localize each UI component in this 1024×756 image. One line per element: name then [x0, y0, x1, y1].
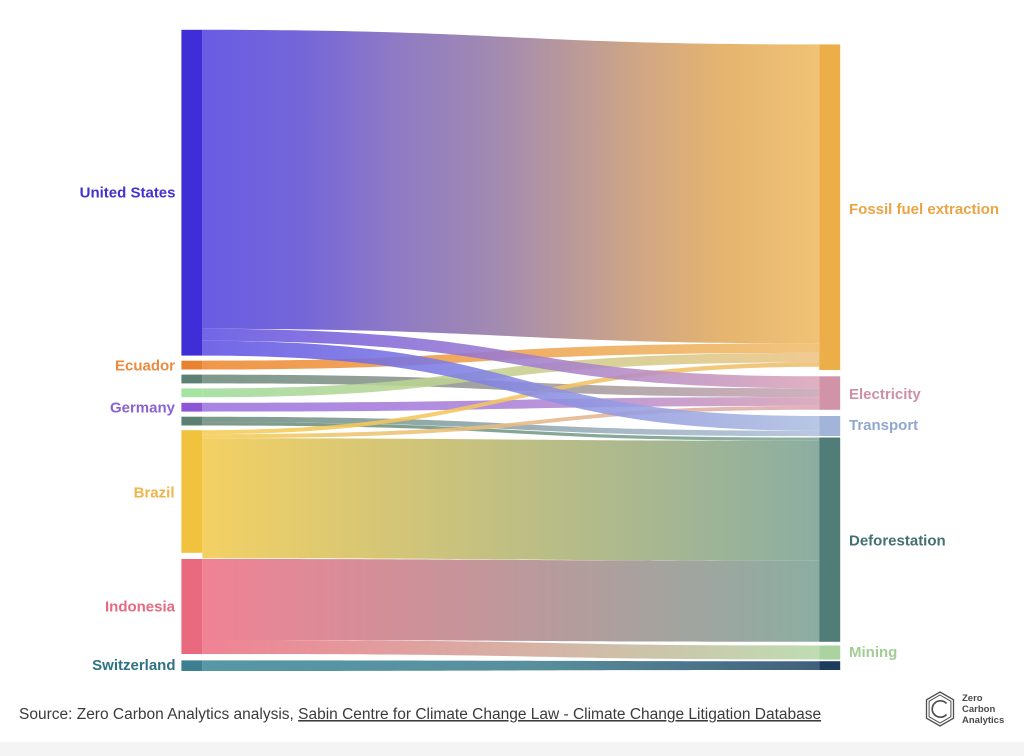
svg-text:Brazil: Brazil: [134, 485, 175, 502]
svg-text:Electricity: Electricity: [849, 386, 921, 403]
svg-text:Analytics: Analytics: [962, 715, 1004, 726]
svg-text:Carbon: Carbon: [962, 704, 995, 715]
svg-text:United States: United States: [80, 185, 176, 202]
svg-text:Mining: Mining: [849, 644, 897, 661]
svg-text:Ecuador: Ecuador: [115, 358, 175, 375]
svg-text:Indonesia: Indonesia: [105, 599, 176, 616]
svg-text:Germany: Germany: [110, 400, 176, 417]
svg-text:Deforestation: Deforestation: [849, 533, 946, 550]
svg-text:Transport: Transport: [849, 417, 918, 434]
svg-text:Source: Zero Carbon Analytics: Source: Zero Carbon Analytics analysis, …: [19, 706, 821, 723]
svg-text:Fossil fuel extraction: Fossil fuel extraction: [849, 201, 999, 218]
svg-text:Switzerland: Switzerland: [92, 657, 175, 674]
svg-text:Zero: Zero: [962, 693, 983, 704]
